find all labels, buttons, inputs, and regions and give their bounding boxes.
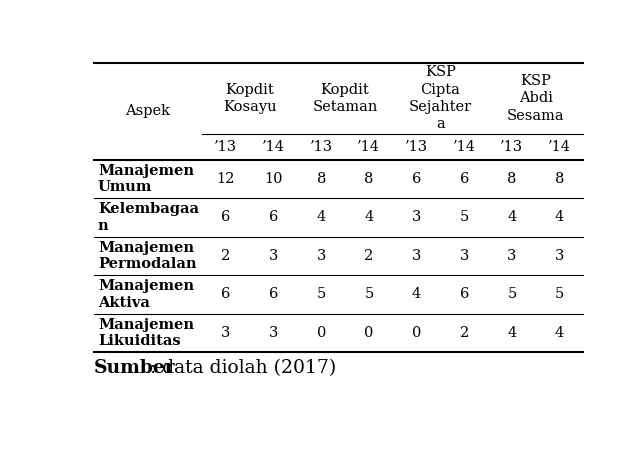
Text: 6: 6 xyxy=(221,210,231,225)
Text: ’14: ’14 xyxy=(453,140,476,154)
Text: 6: 6 xyxy=(269,210,278,225)
Text: 4: 4 xyxy=(507,210,517,225)
Text: 6: 6 xyxy=(460,172,469,186)
Text: ’13: ’13 xyxy=(500,140,524,154)
Text: 3: 3 xyxy=(507,249,517,263)
Text: 5: 5 xyxy=(365,288,373,301)
Text: 3: 3 xyxy=(412,210,421,225)
Text: 4: 4 xyxy=(365,210,373,225)
Text: Manajemen
Permodalan: Manajemen Permodalan xyxy=(98,241,197,271)
Text: 6: 6 xyxy=(460,288,469,301)
Text: 3: 3 xyxy=(316,249,326,263)
Text: ’13: ’13 xyxy=(214,140,238,154)
Text: Kopdit
Setaman: Kopdit Setaman xyxy=(313,83,378,114)
Text: 5: 5 xyxy=(507,288,517,301)
Text: Kopdit
Kosayu: Kopdit Kosayu xyxy=(223,83,276,114)
Text: 3: 3 xyxy=(460,249,469,263)
Text: 3: 3 xyxy=(269,326,278,340)
Text: 2: 2 xyxy=(221,249,231,263)
Text: 3: 3 xyxy=(412,249,421,263)
Text: 3: 3 xyxy=(555,249,564,263)
Text: ’13: ’13 xyxy=(405,140,428,154)
Text: 3: 3 xyxy=(221,326,231,340)
Text: ’14: ’14 xyxy=(548,140,571,154)
Text: 5: 5 xyxy=(555,288,564,301)
Text: 6: 6 xyxy=(221,288,231,301)
Text: 8: 8 xyxy=(316,172,326,186)
Text: 8: 8 xyxy=(555,172,564,186)
Text: Manajemen
Umum: Manajemen Umum xyxy=(98,164,194,194)
Text: ’13: ’13 xyxy=(309,140,333,154)
Text: 4: 4 xyxy=(555,210,564,225)
Text: Aspek: Aspek xyxy=(126,104,171,118)
Text: 10: 10 xyxy=(264,172,283,186)
Text: 2: 2 xyxy=(365,249,373,263)
Text: Manajemen
Likuiditas: Manajemen Likuiditas xyxy=(98,318,194,348)
Text: 4: 4 xyxy=(507,326,517,340)
Text: Manajemen
Aktiva: Manajemen Aktiva xyxy=(98,279,194,309)
Text: ’14: ’14 xyxy=(262,140,285,154)
Text: : data diolah (2017): : data diolah (2017) xyxy=(150,359,337,377)
Text: 0: 0 xyxy=(316,326,326,340)
Text: 8: 8 xyxy=(507,172,517,186)
Text: ’14: ’14 xyxy=(358,140,380,154)
Text: 2: 2 xyxy=(460,326,469,340)
Text: 4: 4 xyxy=(555,326,564,340)
Text: 6: 6 xyxy=(412,172,421,186)
Text: KSP
Abdi
Sesama: KSP Abdi Sesama xyxy=(507,74,564,123)
Text: 3: 3 xyxy=(269,249,278,263)
Text: 4: 4 xyxy=(412,288,421,301)
Text: 5: 5 xyxy=(316,288,326,301)
Text: 5: 5 xyxy=(460,210,469,225)
Text: 0: 0 xyxy=(412,326,421,340)
Text: 0: 0 xyxy=(364,326,373,340)
Text: 8: 8 xyxy=(364,172,373,186)
Text: 6: 6 xyxy=(269,288,278,301)
Text: KSP
Cipta
Sejahter
a: KSP Cipta Sejahter a xyxy=(409,65,472,131)
Text: Sumber: Sumber xyxy=(94,359,176,377)
Text: 12: 12 xyxy=(217,172,235,186)
Text: Kelembagaa
n: Kelembagaa n xyxy=(98,202,199,233)
Text: 4: 4 xyxy=(316,210,326,225)
